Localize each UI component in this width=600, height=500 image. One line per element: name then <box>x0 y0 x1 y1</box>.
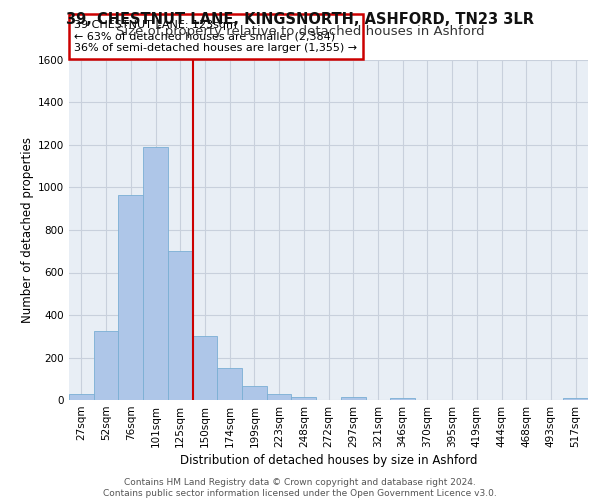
Bar <box>292 397 316 400</box>
Y-axis label: Number of detached properties: Number of detached properties <box>21 137 34 323</box>
Bar <box>242 386 267 400</box>
Text: Size of property relative to detached houses in Ashford: Size of property relative to detached ho… <box>116 25 484 38</box>
X-axis label: Distribution of detached houses by size in Ashford: Distribution of detached houses by size … <box>180 454 477 467</box>
Bar <box>69 394 94 400</box>
Bar <box>168 251 193 400</box>
Text: Contains HM Land Registry data © Crown copyright and database right 2024.
Contai: Contains HM Land Registry data © Crown c… <box>103 478 497 498</box>
Bar <box>341 397 365 400</box>
Bar <box>563 398 588 400</box>
Bar <box>94 331 118 400</box>
Bar <box>217 368 242 400</box>
Bar <box>118 195 143 400</box>
Bar <box>193 336 217 400</box>
Text: 39 CHESTNUT LANE: 123sqm
← 63% of detached houses are smaller (2,384)
36% of sem: 39 CHESTNUT LANE: 123sqm ← 63% of detach… <box>74 20 358 53</box>
Text: 39, CHESTNUT LANE, KINGSNORTH, ASHFORD, TN23 3LR: 39, CHESTNUT LANE, KINGSNORTH, ASHFORD, … <box>66 12 534 28</box>
Bar <box>143 147 168 400</box>
Bar <box>390 398 415 400</box>
Bar <box>267 394 292 400</box>
